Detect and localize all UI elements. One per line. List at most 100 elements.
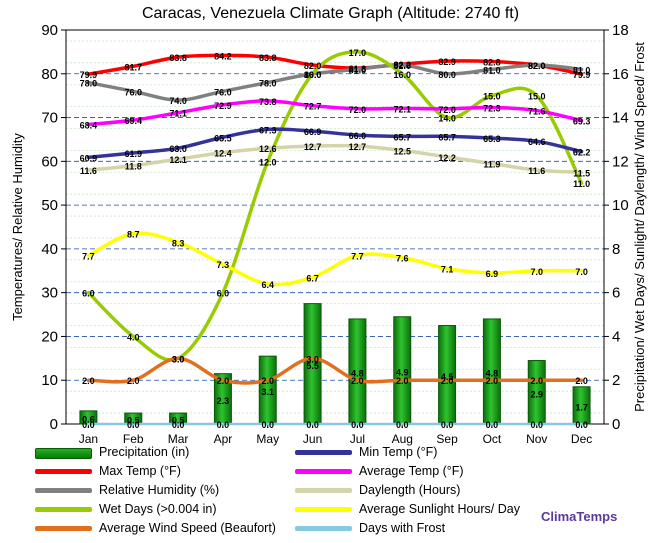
min-temp-f-data-label: 60.9 [80,153,98,163]
x-tick-label: Aug [392,432,413,446]
days-with-frost-data-label: 0.0 [217,420,230,430]
legend-swatch [35,448,92,459]
min-temp-f-data-label: 66.9 [304,127,322,137]
legend-label: Wet Days (>0.004 in) [99,502,217,516]
relative-humidity-data-label: 82.0 [393,61,411,71]
max-temp-f-data-label: 84.2 [214,51,232,61]
precipitation-in-data-label: 2.3 [217,396,230,406]
left-tick-label: 70 [41,110,58,127]
min-temp-f-data-label: 65.7 [393,132,411,142]
average-temp-f-data-label: 72.0 [349,105,367,115]
daylength-hours-data-label: 11.9 [483,160,500,170]
average-sunlight-hours-day-data-label: 6.7 [306,273,319,283]
legend-swatch [295,526,352,531]
x-tick-label: Dec [571,432,592,446]
average-wind-speed-beaufort-data-label: 2.0 [486,376,499,386]
average-sunlight-hours-day-data-label: 7.0 [575,267,588,277]
relative-humidity-data-label: 80.0 [438,70,456,80]
average-temp-f-data-label: 72.0 [438,105,456,115]
relative-humidity-data-label: 78.0 [80,79,98,89]
daylength-hours-data-label: 12.1 [169,155,187,165]
average-sunlight-hours-day-line [86,231,584,287]
max-temp-f-data-label: 82.0 [304,61,322,71]
average-wind-speed-beaufort-data-label: 2.0 [441,376,454,386]
daylength-hours-data-label: 11.8 [125,162,142,172]
legend-swatch [295,507,352,512]
days-with-frost-data-label: 0.0 [82,420,95,430]
precipitation-in-data-label: 4.8 [351,368,364,378]
average-wind-speed-beaufort-data-label: 2.0 [530,376,543,386]
x-tick-label: Jul [350,432,365,446]
average-wind-speed-beaufort-data-label: 3.0 [172,354,185,364]
average-sunlight-hours-day-data-label: 7.0 [530,267,543,277]
precipitation-in-data-label: 4.8 [486,368,499,378]
average-sunlight-hours-day-data-label: 8.7 [127,230,140,240]
daylength-hours-data-label: 11.5 [573,168,590,178]
x-tick-label: Apr [214,432,233,446]
average-wind-speed-beaufort-data-label: 2.0 [396,376,409,386]
relative-humidity-data-label: 81.0 [483,65,501,75]
left-tick-label: 90 [41,22,58,39]
average-wind-speed-beaufort-line [86,356,584,385]
legend-label: Precipitation (in) [99,445,190,459]
left-tick-label: 0 [50,416,58,433]
legend-swatch [35,507,92,512]
min-temp-f-data-label: 63.0 [169,144,187,154]
x-tick-label: Nov [526,432,547,446]
max-temp-f-data-label: 79.9 [573,70,591,80]
relative-humidity-data-label: 78.0 [259,79,277,89]
average-temp-f-data-label: 72.3 [483,103,501,113]
wet-days-0-004-in-data-label: 12.0 [259,157,277,167]
max-temp-f-data-label: 82.8 [483,58,501,68]
relative-humidity-data-label: 74.0 [169,96,187,106]
precipitation-in-data-label: 3.1 [261,387,274,397]
left-tick-label: 60 [41,153,58,170]
legend-swatch [35,469,92,474]
legend-label: Days with Frost [359,521,446,535]
y-axis-right-title: Precipitation/ Wet Days/ Sunlight/ Dayle… [632,42,647,412]
brand-label: ClimaTemps [541,509,618,524]
relative-humidity-line [86,63,584,102]
precipitation-in-data-label: 0.5 [127,416,140,426]
max-temp-f-data-label: 82.2 [393,60,411,70]
min-temp-f-data-label: 66.0 [349,131,367,141]
daylength-hours-line [86,143,584,175]
wet-days-0-004-in-data-label: 6.0 [82,289,95,299]
average-sunlight-hours-day-data-label: 8.3 [172,238,185,248]
relative-humidity-data-label: 81.0 [573,65,591,75]
legend-label: Average Temp (°F) [359,464,464,478]
days-with-frost-data-label: 0.0 [575,420,588,430]
relative-humidity-data-label: 76.0 [124,87,142,97]
average-wind-speed-beaufort-data-label: 2.0 [261,376,274,386]
right-tick-label: 18 [612,22,629,39]
wet-days-0-004-in-data-label: 6.0 [217,289,230,299]
legend-swatch [295,488,352,493]
x-tick-label: Jun [303,432,322,446]
min-temp-f-data-label: 65.3 [483,134,501,144]
days-with-frost-data-label: 0.0 [172,420,185,430]
average-wind-speed-beaufort-data-label: 2.0 [351,376,364,386]
left-tick-label: 50 [41,197,58,214]
left-tick-label: 40 [41,241,58,258]
days-with-frost-data-label: 0.0 [486,420,499,430]
right-tick-label: 10 [612,197,629,214]
average-sunlight-hours-day-data-label: 7.7 [351,251,364,261]
average-sunlight-hours-day-data-label: 6.4 [261,280,274,290]
average-temp-f-data-label: 69.4 [124,116,142,126]
min-temp-f-data-label: 62.2 [573,148,591,158]
average-wind-speed-beaufort-data-label: 2.0 [127,376,140,386]
days-with-frost-data-label: 0.0 [530,420,543,430]
wet-days-0-004-in-data-label: 14.0 [438,114,456,124]
average-sunlight-hours-day-data-label: 7.7 [82,251,95,261]
precipitation-in-data-label: 2.9 [530,389,543,399]
average-temp-f-data-label: 72.9 [214,101,232,111]
x-tick-label: Oct [483,432,502,446]
right-tick-label: 16 [612,66,629,83]
legend-label: Min Temp (°F) [359,445,438,459]
min-temp-f-data-label: 67.3 [259,125,277,135]
left-tick-label: 80 [41,66,58,83]
legend-swatch [35,526,92,531]
max-temp-f-data-label: 81.3 [349,64,367,74]
legend-label: Average Sunlight Hours/ Day [359,502,520,516]
average-wind-speed-beaufort-data-label: 2.0 [82,376,95,386]
